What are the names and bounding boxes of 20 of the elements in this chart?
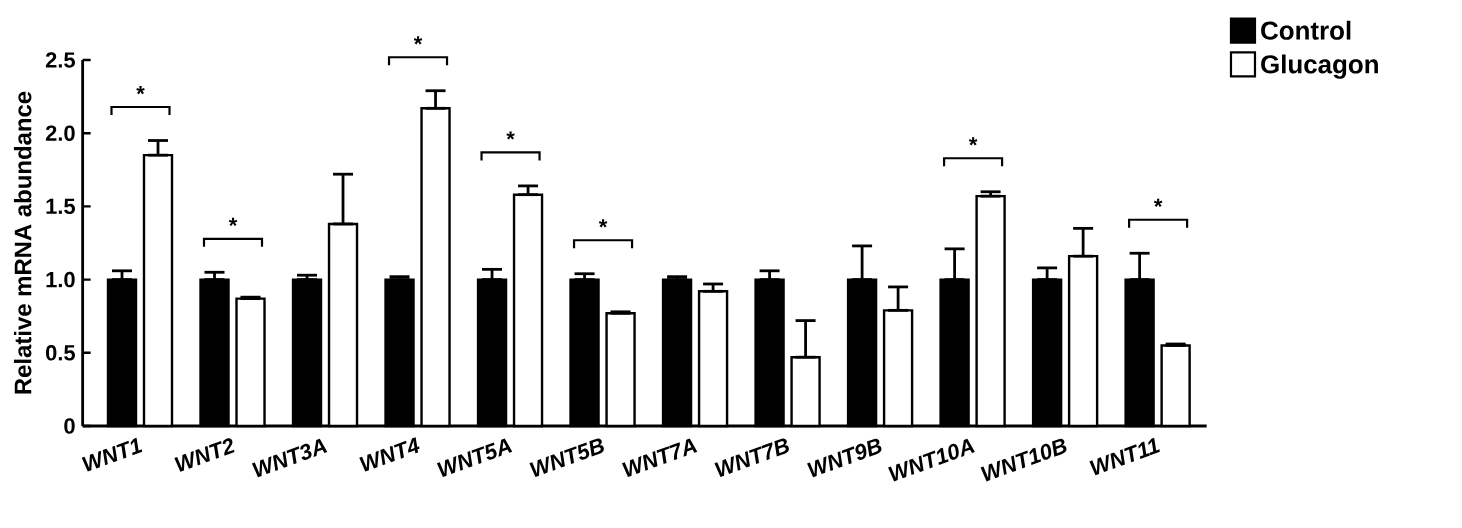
y-tick-label: 2.0 [45, 125, 75, 141]
y-tick-label: 0 [64, 418, 75, 434]
y-tick-label: 1.0 [46, 271, 75, 288]
legend-label: Glucagon [1261, 54, 1378, 79]
x-tick-label: WNT1 [81, 437, 143, 472]
y-axis-title: Relative mRNA abundance [13, 91, 32, 394]
y-tick-label: 2.5 [45, 52, 75, 68]
annotation: * [136, 86, 145, 95]
text: * [413, 36, 423, 45]
x-tick-label: WNT2 [174, 438, 235, 472]
annotation: * [228, 217, 238, 226]
legend-label: Control [1261, 20, 1351, 40]
annotation: * [506, 131, 515, 140]
annotation: * [968, 137, 978, 146]
annotation: * [1153, 198, 1163, 207]
y-tick-label: 1.5 [46, 198, 75, 215]
x-tick-label: WNT11 [1089, 437, 1160, 476]
x-tick-label: WNT4 [359, 437, 420, 472]
annotation: * [598, 219, 608, 228]
y-tick-label: 0.5 [46, 345, 75, 361]
